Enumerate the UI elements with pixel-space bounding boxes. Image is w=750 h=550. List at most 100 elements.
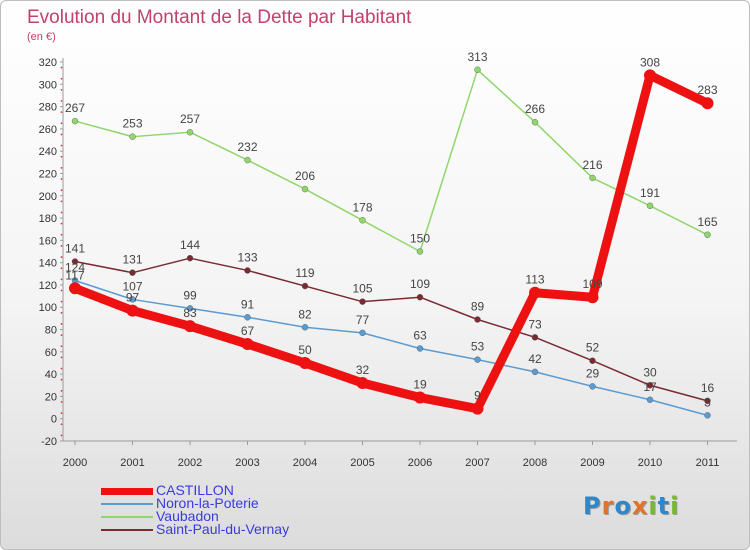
y-tick-label: 20 — [45, 391, 57, 403]
logo-letter: o — [614, 492, 632, 520]
data-point — [646, 382, 654, 389]
y-minor-tick — [60, 133, 63, 136]
data-point — [244, 267, 251, 274]
data-point — [301, 324, 309, 331]
data-label: 191 — [640, 186, 660, 200]
series-line-3 — [74, 257, 709, 402]
data-label: 165 — [697, 215, 717, 229]
legend-swatch-castillon — [101, 488, 153, 495]
y-tick-label: 60 — [45, 347, 57, 359]
y-tick-label: 200 — [39, 191, 57, 203]
data-point — [356, 377, 369, 390]
x-tick-label: 2005 — [350, 457, 374, 469]
data-point — [414, 391, 426, 404]
chart-subtitle: (en €) — [27, 31, 56, 43]
data-label: 63 — [413, 328, 427, 342]
y-minor-tick — [60, 222, 63, 225]
data-label: 77 — [356, 313, 370, 327]
y-minor-tick — [60, 389, 63, 392]
data-point — [186, 305, 194, 312]
y-minor-tick — [60, 66, 63, 69]
data-label: 113 — [525, 273, 544, 287]
y-minor-tick — [60, 345, 63, 348]
x-tick-label: 2002 — [178, 457, 202, 469]
y-minor-tick — [60, 278, 63, 281]
data-label: 42 — [528, 352, 542, 366]
y-tick-label: 0 — [51, 414, 57, 426]
legend-swatch-vaubadon — [101, 516, 153, 518]
data-point — [589, 357, 596, 364]
data-point — [474, 66, 481, 74]
y-tick-label: 300 — [39, 79, 57, 91]
y-minor-tick — [60, 77, 63, 80]
data-label: 3 — [704, 395, 711, 409]
data-point — [644, 69, 656, 82]
data-point — [359, 217, 366, 224]
x-tick-label: 2011 — [696, 457, 720, 469]
y-minor-tick — [60, 256, 63, 258]
data-label: 82 — [298, 307, 312, 321]
x-tick-label: 2004 — [293, 457, 317, 469]
data-point — [184, 320, 196, 333]
legend-swatch-saint-paul — [101, 529, 153, 531]
data-point — [704, 231, 711, 238]
data-point — [359, 298, 366, 305]
data-label: 206 — [295, 169, 315, 183]
y-minor-tick — [60, 401, 63, 403]
data-label: 19 — [413, 378, 427, 392]
data-label: 16 — [701, 381, 715, 395]
y-tick-label: 120 — [39, 280, 57, 292]
data-point — [299, 356, 311, 369]
data-label: 109 — [582, 277, 602, 291]
y-minor-tick — [60, 300, 63, 303]
data-point — [646, 202, 654, 209]
data-point — [589, 174, 596, 182]
y-minor-tick — [60, 334, 63, 337]
chart-title: Evolution du Montant de la Dette par Hab… — [27, 7, 412, 28]
data-label: 150 — [410, 232, 430, 246]
data-label: 73 — [528, 317, 542, 331]
series-line-1 — [74, 279, 709, 417]
data-label: 67 — [241, 324, 255, 338]
x-tick-label: 2000 — [63, 457, 87, 469]
logo-letter: P — [583, 492, 602, 520]
data-label: 131 — [122, 253, 142, 267]
data-point — [126, 304, 139, 317]
legend-label-noron: Noron-la-Poterie — [156, 495, 259, 511]
data-point — [129, 296, 136, 303]
y-minor-tick — [60, 356, 63, 359]
data-point — [186, 129, 194, 136]
logo-letter: r — [601, 492, 615, 520]
x-tick-label: 2007 — [465, 457, 489, 469]
y-tick-label: -20 — [41, 436, 57, 448]
y-minor-tick — [60, 211, 63, 214]
legend-swatch-noron — [101, 503, 153, 505]
data-point — [359, 329, 366, 337]
data-point — [704, 412, 711, 419]
y-minor-tick — [60, 178, 63, 180]
data-label: 253 — [122, 117, 142, 131]
data-label: 91 — [241, 297, 255, 311]
data-label: 89 — [471, 299, 485, 313]
y-tick-label: 40 — [45, 369, 57, 381]
x-tick-label: 2001 — [120, 457, 144, 469]
x-tick-label: 2009 — [580, 457, 604, 469]
data-label: 53 — [471, 340, 485, 354]
data-point — [474, 356, 481, 363]
y-minor-tick — [60, 367, 63, 370]
proxiti-logo: Proxiti — [583, 492, 679, 520]
data-label: 266 — [525, 102, 545, 116]
data-label: 97 — [126, 291, 140, 305]
data-point — [241, 338, 254, 351]
data-label: 107 — [122, 279, 142, 293]
data-label: 32 — [356, 363, 370, 377]
y-tick-label: 140 — [39, 258, 57, 270]
y-minor-tick — [60, 144, 63, 147]
data-label: 141 — [65, 242, 85, 256]
y-minor-tick — [60, 88, 63, 91]
data-point — [301, 185, 309, 193]
y-minor-tick — [60, 189, 63, 192]
series-line-0 — [70, 70, 712, 414]
data-label: 50 — [298, 343, 312, 357]
data-point — [416, 248, 424, 255]
